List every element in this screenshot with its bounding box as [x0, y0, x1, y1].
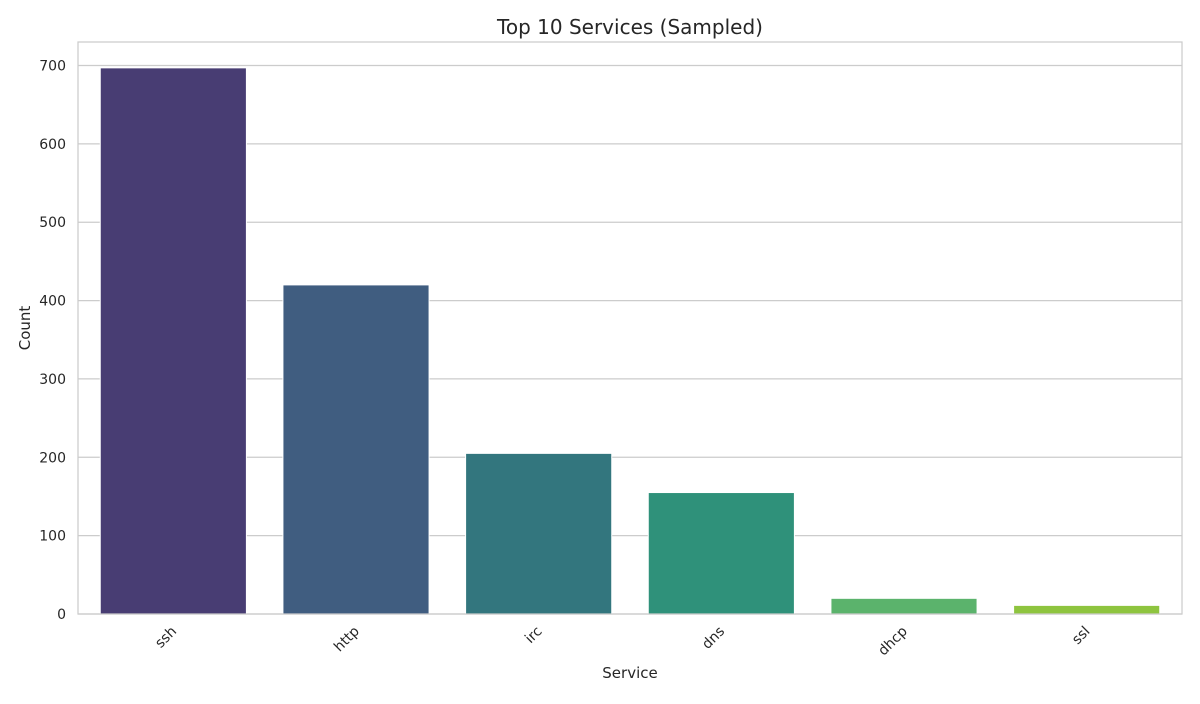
x-tick-label-dns: dns	[699, 624, 728, 653]
y-tick-label: 100	[39, 529, 66, 545]
bar-ssl	[1013, 604, 1161, 615]
chart-title: Top 10 Services (Sampled)	[496, 15, 763, 39]
y-tick-labels: 0 100 200 300 400 500 600 700	[39, 59, 66, 623]
x-axis-label: Service	[602, 664, 657, 682]
x-tick-label-irc: irc	[522, 624, 545, 647]
bar-irc	[465, 452, 613, 615]
x-tick-label-http: http	[331, 623, 363, 655]
y-tick-label: 0	[57, 607, 66, 623]
y-tick-label: 700	[39, 59, 66, 75]
x-tick-label-ssl: ssl	[1069, 624, 1093, 648]
y-tick-label: 600	[39, 137, 66, 153]
y-tick-label: 200	[39, 450, 66, 466]
bar-dhcp	[830, 597, 978, 615]
bars	[99, 67, 1161, 615]
plot-frame	[77, 41, 1183, 615]
y-axis-label: Count	[16, 306, 34, 351]
gridlines	[78, 64, 1182, 615]
x-tick-label-dhcp: dhcp	[875, 623, 911, 659]
y-tick-label: 400	[39, 294, 66, 310]
x-tick-label-ssh: ssh	[152, 624, 180, 652]
x-tick-labels: ssh http irc dns dhcp ssl	[152, 623, 1093, 659]
bar-http	[282, 284, 430, 615]
bar-dns	[647, 492, 795, 615]
y-tick-label: 300	[39, 372, 66, 388]
bar-ssh	[99, 67, 247, 615]
y-tick-label: 500	[39, 215, 66, 231]
